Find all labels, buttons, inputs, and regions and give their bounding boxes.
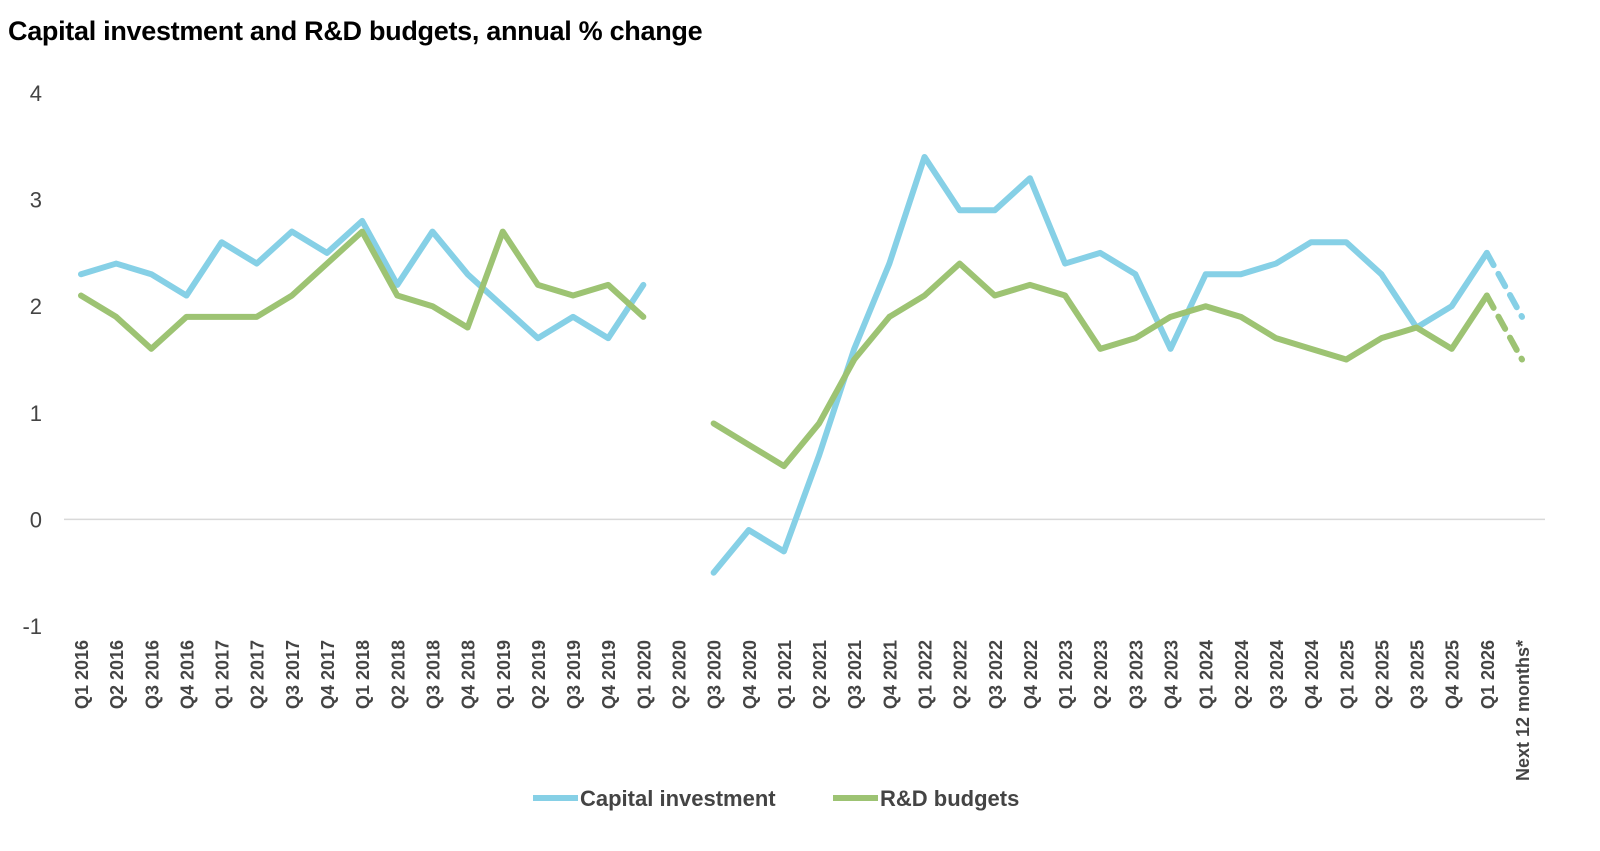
x-tick-label: Q1 2025 — [1337, 640, 1357, 709]
x-tick-label: Q1 2024 — [1197, 640, 1217, 709]
y-tick-label: -1 — [22, 614, 42, 639]
x-tick-label: Q4 2019 — [599, 640, 619, 709]
x-tick-label: Q2 2022 — [951, 640, 971, 709]
x-tick-label: Q1 2023 — [1056, 640, 1076, 709]
x-tick-label: Q4 2020 — [740, 640, 760, 709]
x-tick-label: Q1 2026 — [1478, 640, 1498, 709]
x-tick-label: Q4 2021 — [880, 640, 900, 709]
x-tick-label: Q1 2020 — [634, 640, 654, 709]
x-tick-label: Q3 2016 — [142, 640, 162, 709]
x-tick-label: Q4 2018 — [459, 640, 479, 709]
x-tick-label: Q1 2016 — [72, 640, 92, 709]
chart-title: Capital investment and R&D budgets, annu… — [8, 16, 703, 46]
y-tick-label: 0 — [30, 507, 42, 532]
x-tick-label: Q3 2024 — [1267, 640, 1287, 709]
x-tick-label: Q2 2025 — [1372, 640, 1392, 709]
x-tick-label: Q4 2016 — [177, 640, 197, 709]
series-line-capital-investment — [710, 153, 1490, 576]
x-tick-label: Q2 2021 — [810, 640, 830, 709]
x-tick-label: Q2 2016 — [107, 640, 127, 709]
y-tick-label: 2 — [30, 294, 42, 319]
x-tick-label: Q3 2021 — [845, 640, 865, 709]
x-tick-label: Q4 2024 — [1302, 640, 1322, 709]
x-tick-label: Q1 2018 — [353, 640, 373, 709]
forecast-dashed-line — [1483, 292, 1525, 363]
y-tick-label: 1 — [30, 401, 42, 426]
series-line-rd-budgets — [78, 228, 647, 352]
series-line-capital-investment — [78, 217, 647, 342]
x-tick-label: Q2 2019 — [529, 640, 549, 709]
legend-label: R&D budgets — [880, 786, 1019, 811]
x-tick-label: Q1 2022 — [916, 640, 936, 709]
y-tick-label: 4 — [30, 81, 42, 106]
x-tick-label: Q1 2021 — [775, 640, 795, 709]
x-tick-label: Q2 2024 — [1232, 640, 1252, 709]
x-tick-label: Q3 2018 — [423, 640, 443, 709]
x-tick-label: Q3 2019 — [564, 640, 584, 709]
x-tick-label: Q2 2018 — [388, 640, 408, 709]
x-tick-label: Next 12 months* — [1513, 640, 1533, 781]
x-tick-label: Q2 2020 — [669, 640, 689, 709]
x-tick-label: Q1 2019 — [494, 640, 514, 709]
forecast-dashed-line — [1483, 249, 1525, 320]
x-tick-label: Q3 2023 — [1126, 640, 1146, 709]
x-tick-label: Q3 2020 — [705, 640, 725, 709]
x-tick-label: Q2 2017 — [248, 640, 268, 709]
x-tick-label: Q3 2017 — [283, 640, 303, 709]
legend-label: Capital investment — [580, 786, 776, 811]
x-tick-label: Q3 2025 — [1408, 640, 1428, 709]
x-tick-label: Q4 2022 — [1021, 640, 1041, 709]
x-tick-label: Q4 2017 — [318, 640, 338, 709]
y-tick-label: 3 — [30, 188, 42, 213]
x-tick-label: Q4 2025 — [1443, 640, 1463, 709]
x-tick-label: Q4 2023 — [1162, 640, 1182, 709]
x-tick-label: Q1 2017 — [213, 640, 233, 709]
x-tick-label: Q3 2022 — [986, 640, 1006, 709]
x-tick-label: Q2 2023 — [1091, 640, 1111, 709]
series-line-rd-budgets — [710, 260, 1490, 470]
